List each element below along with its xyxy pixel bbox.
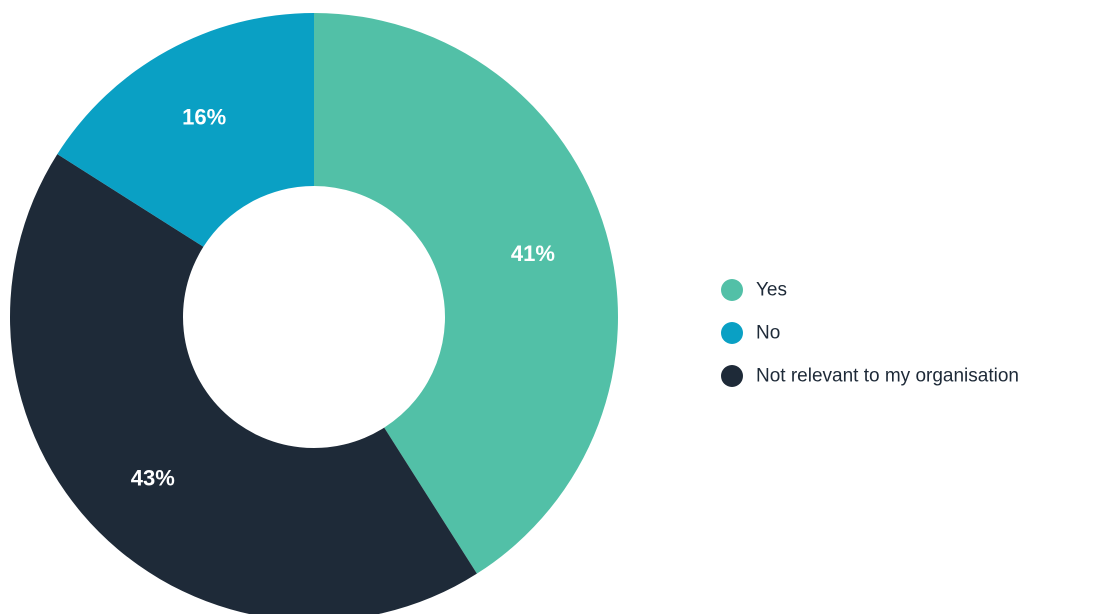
slice-label-not-relevant-to-my-organisation: 43% (131, 466, 175, 491)
slice-not-relevant-to-my-organisation (10, 154, 477, 614)
donut-slices (10, 13, 618, 614)
legend-swatch-not-relevant-to-my-organisation (721, 365, 743, 387)
slice-label-yes: 41% (511, 241, 555, 266)
slice-labels: 41% 43% 16% (131, 105, 555, 491)
legend-swatch-no (721, 322, 743, 344)
slice-yes (314, 13, 618, 574)
slice-no (57, 13, 314, 247)
legend-swatch-yes (721, 279, 743, 301)
slice-label-no: 16% (182, 105, 226, 130)
legend: Yes No Not relevant to my organisation (721, 279, 1019, 387)
legend-label-not-relevant-to-my-organisation: Not relevant to my organisation (756, 366, 1019, 387)
legend-label-yes: Yes (756, 280, 787, 301)
legend-label-no: No (756, 323, 780, 344)
